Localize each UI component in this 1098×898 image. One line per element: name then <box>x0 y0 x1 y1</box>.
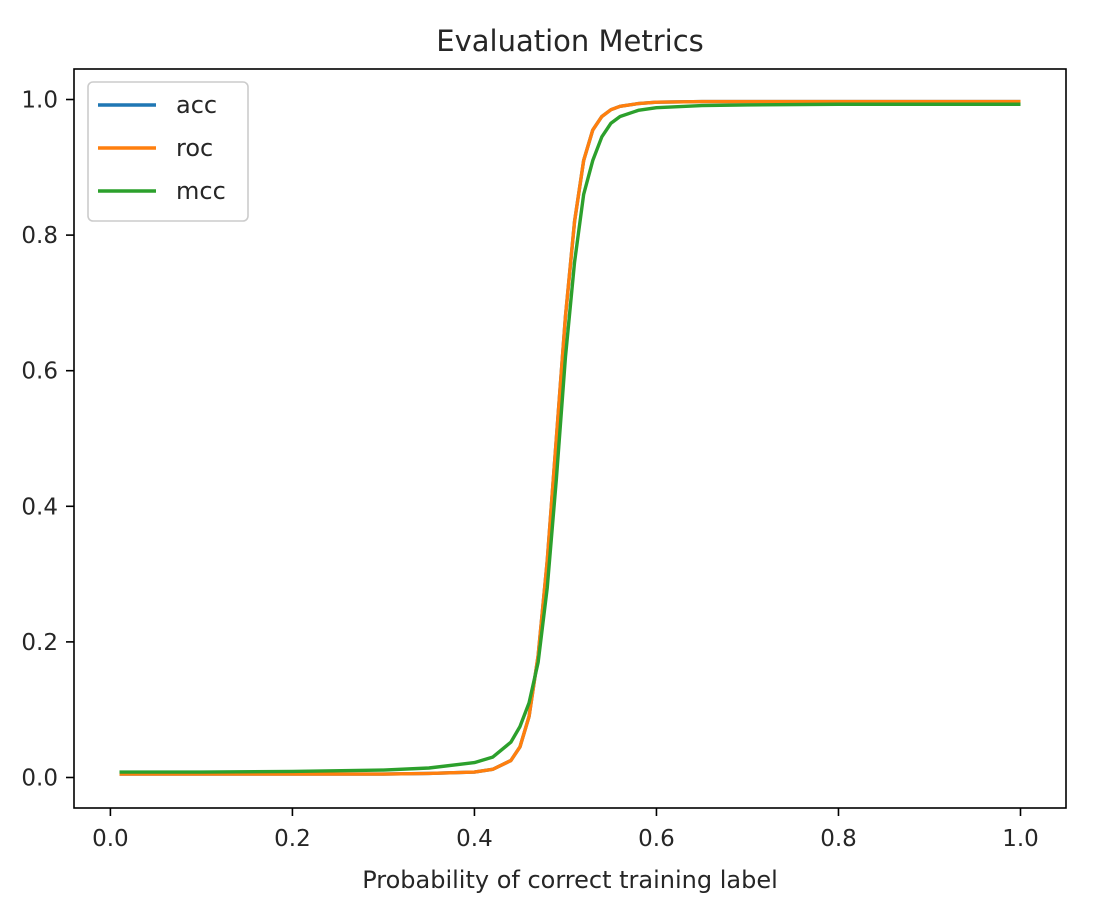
x-tick-label: 1.0 <box>1002 826 1039 852</box>
chart-title: Evaluation Metrics <box>436 24 704 58</box>
y-tick-label: 0.8 <box>21 223 58 249</box>
y-tick-label: 0.4 <box>21 494 58 520</box>
series-line-mcc <box>119 102 1021 774</box>
x-tick-label: 0.4 <box>456 826 493 852</box>
y-tick-label: 0.6 <box>21 359 58 385</box>
legend-box <box>87 81 249 222</box>
series-layer <box>119 99 1021 776</box>
y-tick-label: 0.2 <box>21 630 58 656</box>
legend-label-roc: roc <box>176 134 213 162</box>
x-tick-label: 0.2 <box>274 826 311 852</box>
x-axis-label: Probability of correct training label <box>362 866 778 894</box>
plot-frame <box>73 68 1067 809</box>
x-tick-label: 0.6 <box>638 826 675 852</box>
x-axis: 0.0 0.2 0.4 0.6 0.8 1.0 <box>92 808 1039 852</box>
y-axis: 0.0 0.2 0.4 0.6 0.8 1.0 <box>21 88 74 791</box>
y-tick-label: 0.0 <box>21 765 58 791</box>
legend: acc roc mcc <box>87 81 249 222</box>
x-tick-label: 0.8 <box>820 826 857 852</box>
legend-label-mcc: mcc <box>176 177 226 205</box>
series-line-roc <box>119 99 1021 776</box>
series-line-acc <box>119 99 1021 776</box>
y-tick-label: 1.0 <box>21 88 58 114</box>
legend-label-acc: acc <box>176 91 217 119</box>
x-tick-label: 0.0 <box>92 826 129 852</box>
